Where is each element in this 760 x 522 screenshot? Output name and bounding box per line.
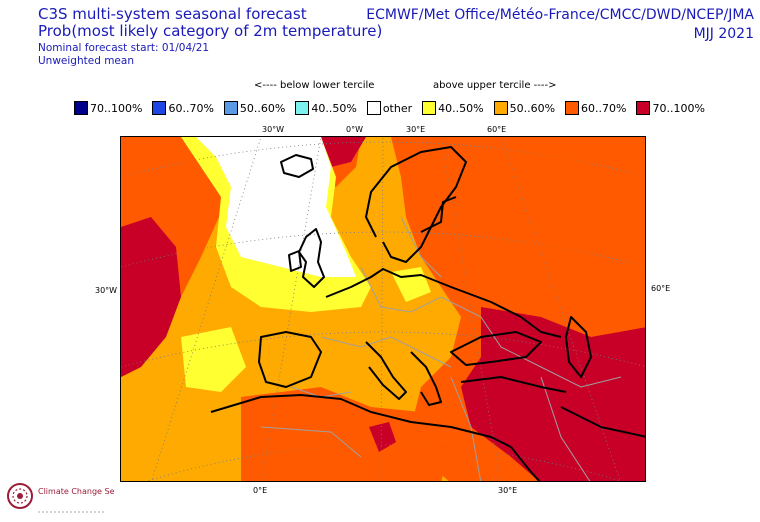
country-borders [260,216,622,481]
legend-item: other [366,101,413,115]
graticule-label-bottom-0e: 0°E [253,486,268,495]
region-yellow-iberia-west [181,327,246,392]
header-left: C3S multi-system seasonal forecast Prob(… [38,5,383,67]
legend-label: 50..60% [509,101,556,115]
region-other-north-atlantic [196,137,356,277]
header-right: ECMWF/Met Office/Météo-France/CMCC/DWD/N… [366,6,754,44]
climate-change-service-logo: Climate Change Service [4,478,134,518]
legend-item: 70..100% [636,101,705,115]
legend-label: 70..100% [652,101,705,115]
legend-item: 60..70% [152,101,214,115]
legend-swatch [493,101,508,115]
climate-change-service-logo-icon: Climate Change Service [7,483,134,513]
logo-text: Climate Change Service [38,487,114,496]
legend-item: 50..60% [493,101,556,115]
legend-label: 40..50% [311,101,357,115]
graticule-label-top-30w: 30°W [262,125,285,134]
legend-swatch [366,101,381,115]
graticule-label-top-60e: 60°E [487,125,507,134]
mean-type: Unweighted mean [38,54,134,67]
legend-label: 60..70% [581,101,627,115]
above-tercile-label: above upper tercile ----> [433,80,557,91]
graticule-label-right: 60°E [651,284,671,293]
legend-item: 70..100% [74,101,142,115]
chart-title: C3S multi-system seasonal forecast [38,5,307,23]
region-mediterranean [241,387,451,481]
legend-swatch [223,101,238,115]
graticule-label-bottom-30e: 30°E [498,486,518,495]
legend-swatch [74,101,88,115]
graticule-label-top-0w: 0°W [346,125,363,134]
region-atlantic-red [121,217,181,377]
legend-label: 70..100% [90,101,143,115]
legend-label: 60..70% [168,101,214,115]
centres-list: ECMWF/Met Office/Météo-France/CMCC/DWD/N… [366,7,754,23]
legend-swatch [565,101,580,115]
legend-swatch [636,101,651,115]
colour-legend: 70..100% 60..70% 50..60% 40..50% other 40..50… [74,101,715,115]
legend-item: 50..60% [223,101,286,115]
legend-item: 40..50% [422,101,484,115]
legend-label: 50..60% [239,101,286,115]
graticule-label-left: 30°W [95,286,118,295]
forecast-map [120,136,646,482]
region-norway-red [321,137,366,167]
legend-item: 40..50% [295,101,357,115]
legend-swatch [152,101,167,115]
legend-swatch [295,101,310,115]
legend-label: other [382,101,413,115]
map-svg [121,137,645,481]
chart-subtitle: Prob(most likely category of 2m temperat… [38,22,383,41]
legend-item: 60..70% [565,101,626,115]
forecast-start: Nominal forecast start: 01/04/21 [38,41,210,54]
legend-label: 40..50% [438,101,484,115]
coastlines [210,146,645,481]
below-tercile-label: <---- below lower tercile [254,80,375,91]
legend-swatch [422,101,437,115]
region-libya-red [369,422,396,452]
season-label: MJJ 2021 [693,25,754,42]
graticule-label-top-30e: 30°E [406,125,426,134]
